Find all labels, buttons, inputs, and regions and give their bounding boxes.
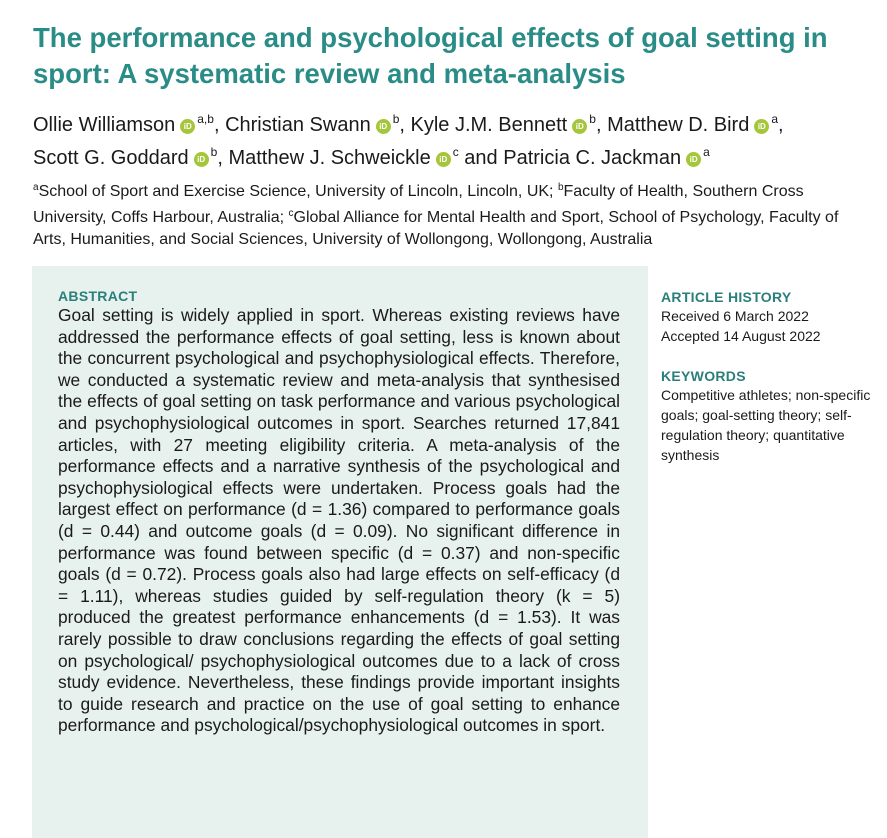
affiliation-mark: c: [288, 208, 294, 219]
author-separator: ,: [778, 114, 784, 136]
keywords-text[interactable]: Competitive athletes; non-specific goals…: [661, 387, 871, 463]
orcid-icon[interactable]: iD: [435, 152, 451, 167]
author-name[interactable]: Patricia C. Jackman: [503, 147, 682, 169]
affiliation-marker: a,b: [197, 112, 214, 126]
author-name[interactable]: Matthew D. Bird: [607, 114, 750, 136]
affiliation-marker: b: [210, 145, 218, 159]
keywords-section: KEYWORDS Competitive athletes; non-speci…: [661, 368, 876, 465]
abstract-heading: ABSTRACT: [58, 288, 138, 304]
affiliation-marker: b: [589, 112, 596, 126]
affiliations: aSchool of Sport and Exercise Science, U…: [33, 177, 863, 251]
affiliation-marker: c: [452, 145, 459, 159]
orcid-icon[interactable]: iD: [754, 119, 770, 134]
orcid-icon[interactable]: iD: [193, 152, 209, 167]
affiliation-text: Faculty of Health, Southern Cross Univer…: [33, 183, 804, 226]
author[interactable]: Matthew D. Bird iDa,: [607, 112, 784, 136]
author-name[interactable]: Ollie Williamson: [33, 114, 176, 136]
author-name[interactable]: Kyle J.M. Bennett: [410, 114, 568, 136]
affiliation-text: Global Alliance for Mental Health and Sp…: [33, 209, 839, 248]
orcid-icon[interactable]: iD: [375, 119, 391, 134]
abstract-panel: ABSTRACT Goal setting is widely applied …: [32, 266, 648, 838]
author[interactable]: Scott G. Goddard iDb,: [33, 145, 223, 169]
author-name[interactable]: Matthew J. Schweickle: [228, 147, 431, 169]
author-name[interactable]: Christian Swann: [225, 114, 371, 136]
author[interactable]: Matthew J. Schweickle iDc and: [228, 145, 498, 169]
paper-title: The performance and psychological effect…: [33, 22, 828, 89]
orcid-icon[interactable]: iD: [686, 152, 702, 167]
article-history-heading: ARTICLE HISTORY: [661, 289, 792, 305]
affiliation-marker: b: [392, 112, 400, 126]
article-history: ARTICLE HISTORY Received 6 March 2022 Ac…: [661, 289, 876, 346]
abstract-text: Goal setting is widely applied in sport.…: [58, 305, 620, 736]
author[interactable]: Christian Swann iDb,: [225, 112, 405, 136]
author-separator: ,: [399, 114, 405, 136]
author[interactable]: Kyle J.M. Bennett iDb,: [410, 112, 602, 136]
affiliation-marker: a: [771, 112, 779, 126]
author-separator: and: [458, 147, 498, 169]
keywords-heading: KEYWORDS: [661, 368, 746, 384]
orcid-icon[interactable]: iD: [572, 119, 588, 134]
author-separator: ,: [217, 147, 223, 169]
author-separator: ,: [595, 114, 602, 136]
orcid-icon[interactable]: iD: [180, 119, 196, 134]
author[interactable]: Patricia C. Jackman iDa: [503, 145, 710, 169]
accepted-date: Accepted 14 August 2022: [661, 328, 821, 344]
affiliation-mark: a: [33, 182, 39, 193]
received-date: Received 6 March 2022: [661, 308, 809, 324]
affiliation-marker: a: [703, 145, 710, 159]
author-separator: ,: [213, 114, 220, 136]
author-list: Ollie Williamson iDa,b, Christian Swann iD…: [33, 106, 883, 172]
author[interactable]: Ollie Williamson iDa,b,: [33, 112, 220, 136]
affiliation-text: School of Sport and Exercise Science, Un…: [38, 183, 558, 200]
author-name[interactable]: Scott G. Goddard: [33, 147, 189, 169]
affiliation-mark: b: [557, 182, 564, 193]
